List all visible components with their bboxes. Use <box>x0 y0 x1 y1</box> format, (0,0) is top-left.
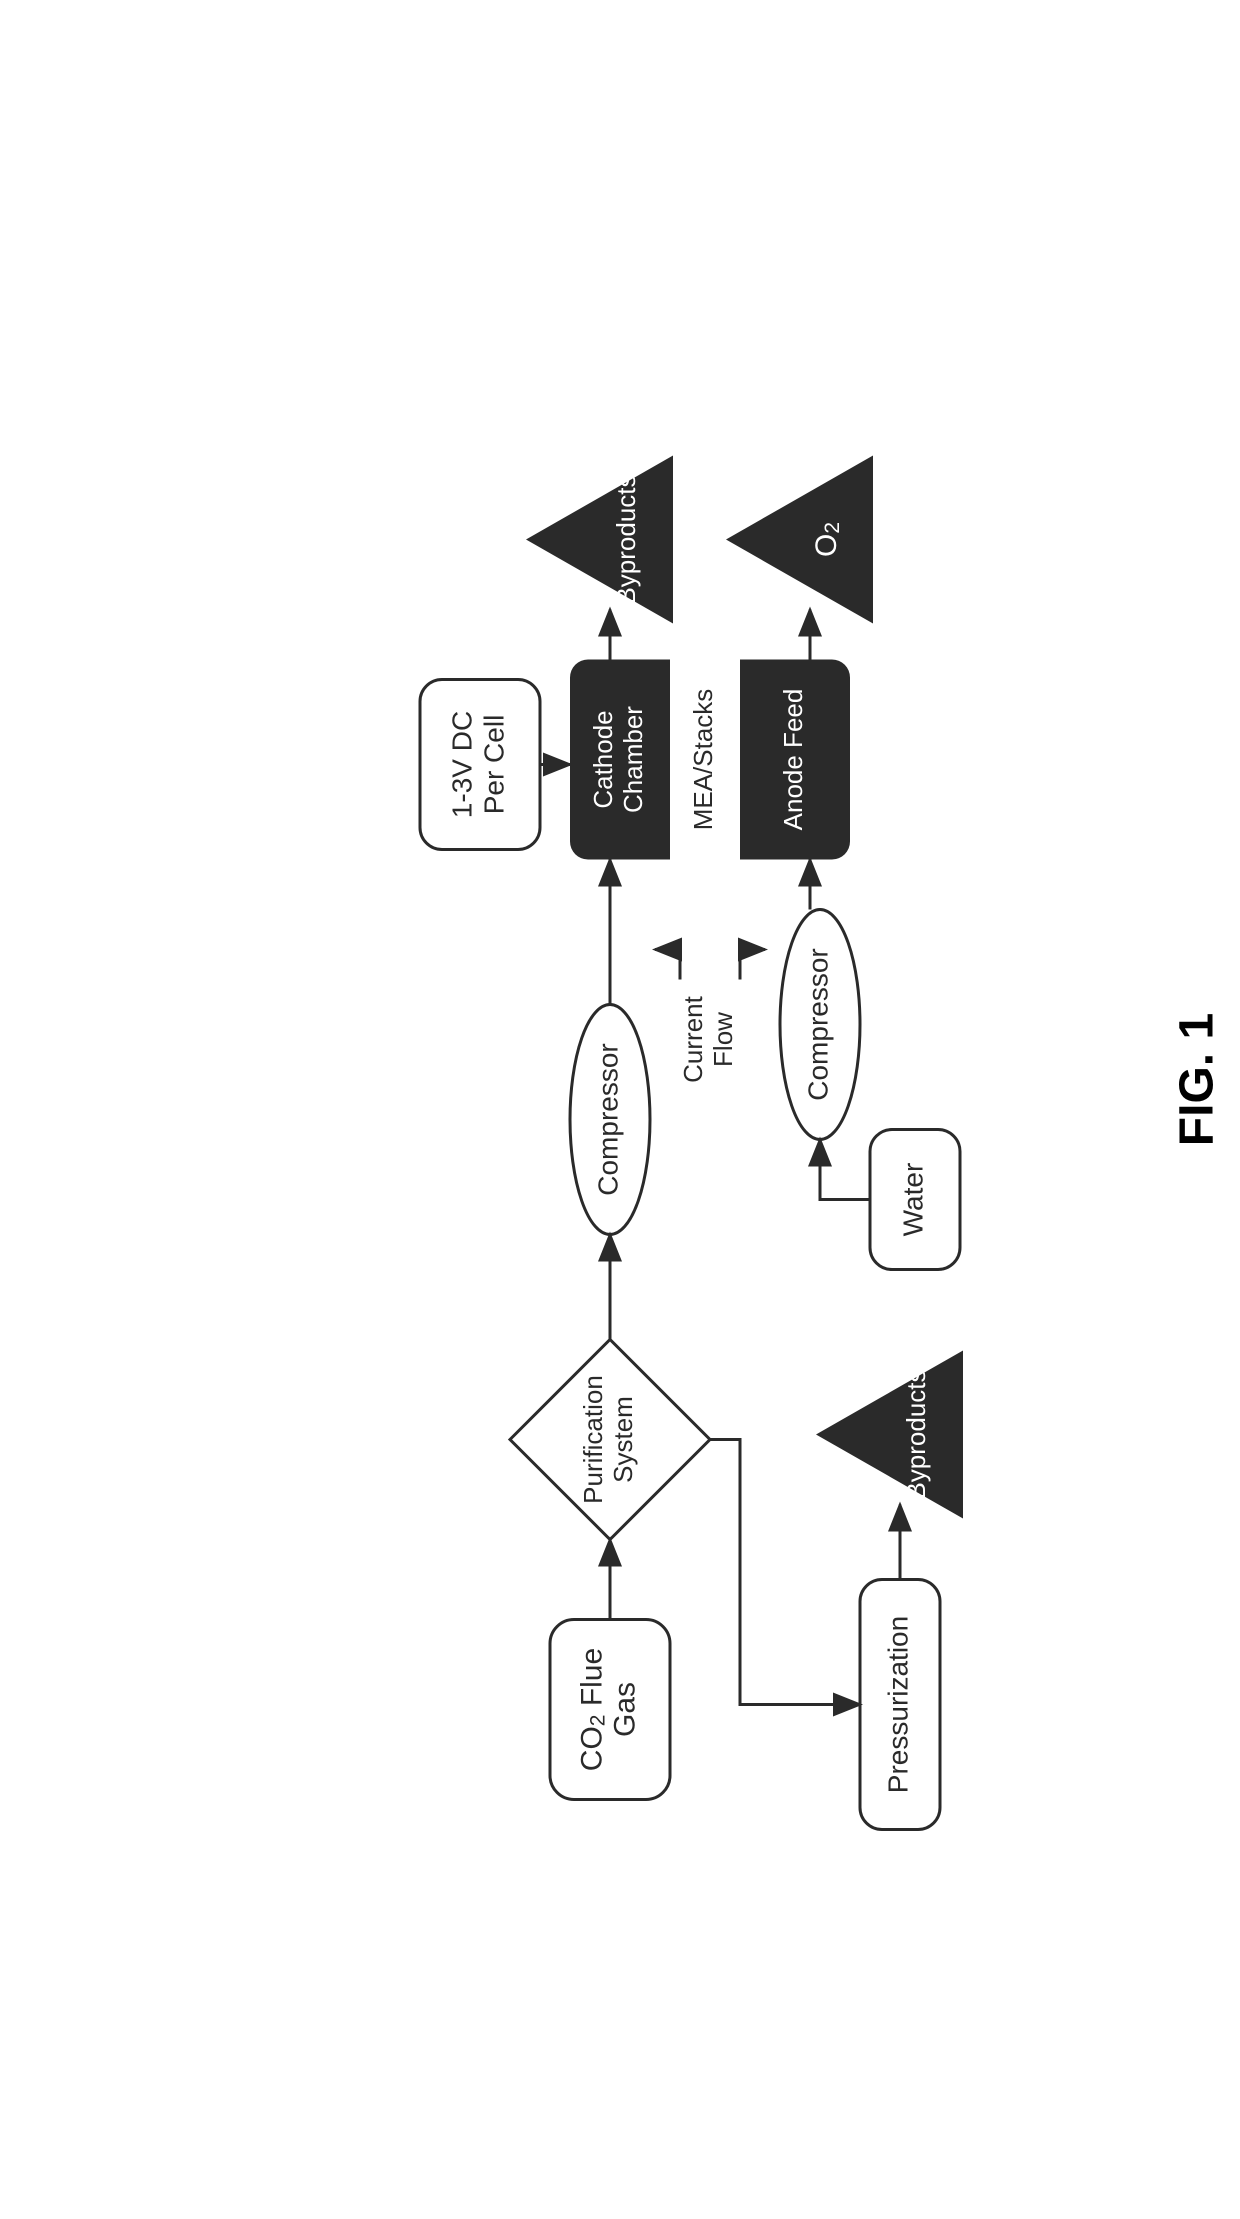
svg-text:Chamber: Chamber <box>618 706 648 813</box>
svg-text:FIG. 1: FIG. 1 <box>1171 1013 1224 1146</box>
svg-text:Byproducts: Byproducts <box>611 474 641 604</box>
svg-text:Purification: Purification <box>578 1375 608 1504</box>
diagram-stage: CO2 FlueGas PurificationSystem Compressor 1… <box>0 0 1240 2219</box>
svg-text:Per Cell: Per Cell <box>478 715 509 815</box>
svg-text:Cathode: Cathode <box>588 710 618 808</box>
svg-text:Flow: Flow <box>708 1012 738 1067</box>
svg-text:MEA/Stacks: MEA/Stacks <box>688 689 718 831</box>
svg-text:Compressor: Compressor <box>802 948 833 1100</box>
svg-text:Water: Water <box>897 1163 928 1237</box>
svg-text:Current: Current <box>678 995 708 1082</box>
svg-text:Anode Feed: Anode Feed <box>778 689 808 831</box>
svg-text:Compressor: Compressor <box>592 1043 623 1195</box>
svg-text:CO2 Flue: CO2 Flue <box>575 1648 609 1771</box>
svg-text:1-3V DC: 1-3V DC <box>446 711 477 818</box>
svg-text:Pressurization: Pressurization <box>882 1616 913 1793</box>
svg-text:System: System <box>608 1396 638 1483</box>
svg-text:Gas: Gas <box>608 1682 641 1737</box>
svg-text:Byproducts: Byproducts <box>901 1369 931 1499</box>
